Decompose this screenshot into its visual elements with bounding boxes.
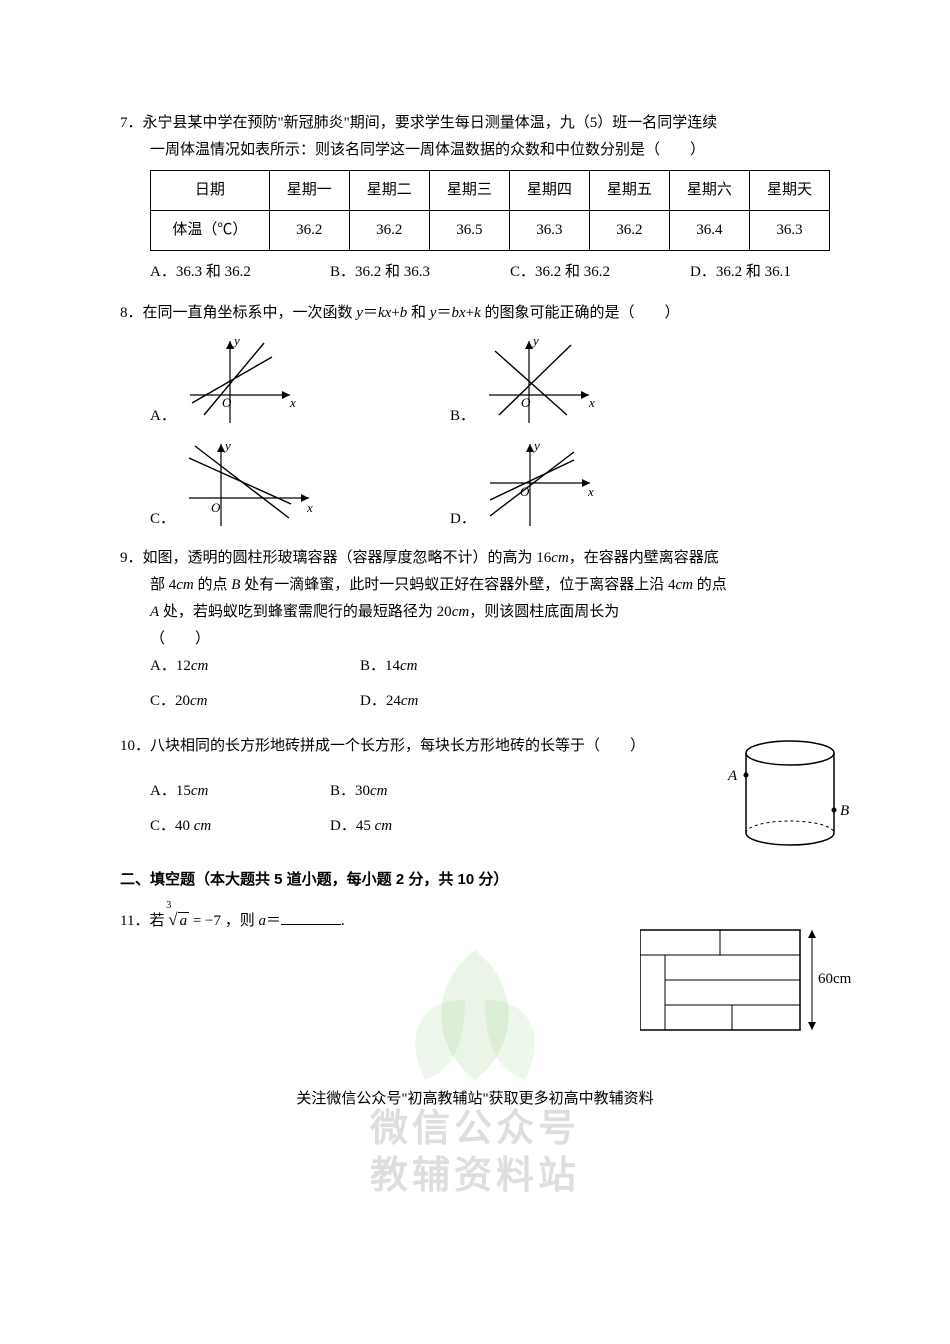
question-9: 9．如图，透明的圆柱形玻璃容器（容器厚度忽略不计）的高为 16cm，在容器内壁离… xyxy=(120,545,830,715)
graph-C: C． O x y xyxy=(150,438,450,533)
table-row: 体温（℃） 36.2 36.2 36.5 36.3 36.2 36.4 36.3 xyxy=(151,211,830,251)
q10-options: A．15cm B．30cm C．40 cm D．45 cm xyxy=(120,778,510,840)
cube-root-icon: 3 √a xyxy=(168,905,189,936)
th: 星期三 xyxy=(429,171,509,211)
section-2-title: 二、填空题（本大题共 5 道小题，每小题 2 分，共 10 分） xyxy=(120,866,830,893)
q9-blank: （ ） xyxy=(120,626,830,653)
th: 星期一 xyxy=(269,171,349,211)
graph-B: B． O x y xyxy=(450,335,750,430)
radicand: a xyxy=(178,912,190,929)
option-c: C．40 cm xyxy=(150,813,330,840)
question-8: 8．在同一直角坐标系中，一次函数 y＝kx+b 和 y＝bx+k 的图象可能正确… xyxy=(120,300,830,533)
tiles-icon: 60cm xyxy=(640,925,860,1035)
th: 星期五 xyxy=(589,171,669,211)
th: 星期四 xyxy=(509,171,589,211)
graph-label-a: A． xyxy=(150,403,176,430)
option-b: B．30cm xyxy=(330,778,510,805)
graph-label-b: B． xyxy=(450,403,475,430)
th: 星期二 xyxy=(349,171,429,211)
q7-number: 7． xyxy=(120,115,143,131)
cylinder-icon: A B xyxy=(720,735,850,855)
point-A: A xyxy=(727,768,738,784)
svg-text:y: y xyxy=(531,335,539,348)
q7-line2: 一周体温情况如表所示：则该名同学这一周体温数据的众数和中位数分别是（ ） xyxy=(120,137,830,164)
svg-text:y: y xyxy=(532,438,540,453)
graph-row-1: A． O x y B． xyxy=(120,335,830,430)
q11-prefix: 若 xyxy=(149,913,168,929)
question-7: 7．永宁县某中学在预防"新冠肺炎"期间，要求学生每日测量体温，九（5）班一名同学… xyxy=(120,110,830,286)
q9-number: 9． xyxy=(120,550,143,566)
graph-label-c: C． xyxy=(150,506,175,533)
tiles-figure: 60cm xyxy=(640,925,860,1045)
q8-number: 8． xyxy=(120,305,143,321)
svg-text:x: x xyxy=(588,395,595,410)
option-d: D．45 cm xyxy=(330,813,510,840)
option-a: A．15cm xyxy=(150,778,330,805)
td: 36.4 xyxy=(669,211,749,251)
coord-graph-icon: O x y xyxy=(481,335,601,430)
q9-options: A．12cm B．14cm C．20cm D．24cm xyxy=(120,653,570,715)
graph-label-d: D． xyxy=(450,506,476,533)
q9-line1: 如图，透明的圆柱形玻璃容器（容器厚度忽略不计）的高为 16cm，在容器内壁离容器… xyxy=(143,550,719,566)
option-b: B．14cm xyxy=(360,653,570,680)
td: 36.2 xyxy=(349,211,429,251)
option-c: C．36.2 和 36.2 xyxy=(510,259,650,286)
svg-text:x: x xyxy=(306,500,313,515)
option-d: D．24cm xyxy=(360,688,570,715)
svg-text:O: O xyxy=(211,500,221,515)
root-index: 3 xyxy=(166,897,171,915)
svg-text:x: x xyxy=(289,395,296,410)
q7-line1: 永宁县某中学在预防"新冠肺炎"期间，要求学生每日测量体温，九（5）班一名同学连续 xyxy=(143,115,718,131)
graph-D: D． O x y xyxy=(450,438,750,533)
q9-line3: A 处，若蚂蚁吃到蜂蜜需爬行的最短路径为 20cm，则该圆柱底面周长为 xyxy=(120,599,830,626)
option-a: A．12cm xyxy=(150,653,360,680)
option-b: B．36.2 和 36.3 xyxy=(330,259,470,286)
table-header-row: 日期 星期一 星期二 星期三 星期四 星期五 星期六 星期天 xyxy=(151,171,830,211)
td: 体温（℃） xyxy=(151,211,270,251)
svg-text:O: O xyxy=(222,395,232,410)
cylinder-figure: A B xyxy=(720,735,850,865)
point-B: B xyxy=(840,803,849,819)
q7-options: A．36.3 和 36.2 B．36.2 和 36.3 C．36.2 和 36.… xyxy=(120,259,830,286)
q8-text: 在同一直角坐标系中，一次函数 y＝kx+b 和 y＝bx+k 的图象可能正确的是… xyxy=(143,305,680,321)
td: 36.2 xyxy=(589,211,669,251)
td: 36.2 xyxy=(269,211,349,251)
svg-text:y: y xyxy=(232,335,240,348)
q7-table: 日期 星期一 星期二 星期三 星期四 星期五 星期六 星期天 体温（℃） 36.… xyxy=(150,170,830,251)
td: 36.3 xyxy=(509,211,589,251)
th: 日期 xyxy=(151,171,270,211)
svg-text:O: O xyxy=(521,395,531,410)
q11-eq: = −7 ，则 a＝ xyxy=(193,913,281,929)
q9-line2: 部 4cm 的点 B 处有一滴蜂蜜，此时一只蚂蚁正好在容器外壁，位于离容器上沿 … xyxy=(120,572,830,599)
q11-number: 11． xyxy=(120,913,149,929)
q10-text: 八块相同的长方形地砖拼成一个长方形，每块长方形地砖的长等于（ ） xyxy=(150,738,645,754)
option-a: A．36.3 和 36.2 xyxy=(150,259,290,286)
graph-row-2: C． O x y D． xyxy=(120,438,830,533)
coord-graph-icon: O x y xyxy=(181,438,321,533)
graph-A: A． O x y xyxy=(150,335,450,430)
svg-text:y: y xyxy=(223,438,231,453)
dim-label: 60cm xyxy=(818,971,852,987)
watermark-text-2: 教辅资料站 xyxy=(0,1142,950,1210)
page: 微信公众号 教辅资料站 7．永宁县某中学在预防"新冠肺炎"期间，要求学生每日测量… xyxy=(0,0,950,1344)
option-d: D．36.2 和 36.1 xyxy=(690,259,830,286)
coord-graph-icon: O x y xyxy=(482,438,602,533)
coord-graph-icon: O x y xyxy=(182,335,302,430)
option-c: C．20cm xyxy=(150,688,360,715)
page-footer: 关注微信公众号"初高教辅站"获取更多初高中教辅资料 xyxy=(120,1086,830,1113)
fill-blank xyxy=(281,924,341,925)
td: 36.3 xyxy=(749,211,829,251)
q10-number: 10． xyxy=(120,738,150,754)
td: 36.5 xyxy=(429,211,509,251)
th: 星期天 xyxy=(749,171,829,211)
th: 星期六 xyxy=(669,171,749,211)
svg-text:x: x xyxy=(587,484,594,499)
q11-suffix: . xyxy=(341,913,345,929)
